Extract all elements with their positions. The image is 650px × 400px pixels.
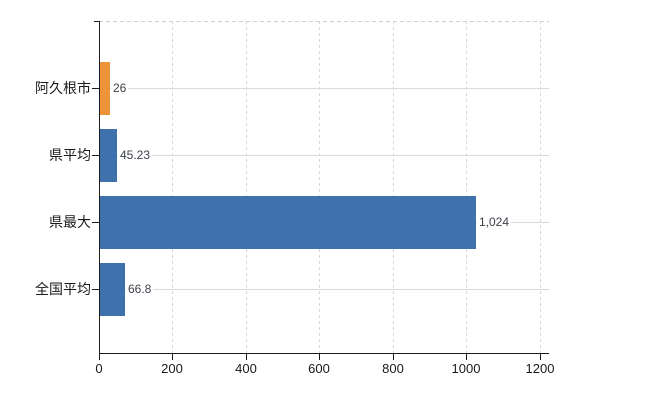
bar [100,128,117,182]
category-label: 県最大 [49,214,91,230]
y-axis [99,21,100,354]
gridline-horizontal [99,155,549,156]
gridline-horizontal [99,88,549,89]
gridline-vertical [466,21,467,353]
x-tick-label: 0 [95,361,103,376]
plot-area: 26 45.23 1,024 66.8 [99,21,549,353]
bar-value-label: 1,024 [477,214,512,230]
gridline-horizontal [99,289,549,290]
category-label: 全国平均 [35,281,91,297]
bar [100,195,476,249]
gridline-vertical [246,21,247,353]
plot-top-border [99,21,549,22]
category-label: 阿久根市 [35,80,91,96]
bar-value-label: 66.8 [126,281,154,297]
x-tick-label: 400 [235,361,257,376]
x-tick-label: 200 [161,361,183,376]
x-axis [99,353,549,354]
x-axis-tick [540,354,541,360]
gridline-vertical [319,21,320,353]
x-axis-tick [466,354,467,360]
x-tick-label: 600 [308,361,330,376]
x-axis-tick [99,354,100,360]
y-axis-tick [92,222,99,223]
y-axis-tick [92,155,99,156]
gridline-vertical [540,21,541,353]
bar-value-label: 26 [111,80,129,96]
y-axis-tick [92,88,99,89]
x-tick-label: 800 [382,361,404,376]
gridline-vertical [172,21,173,353]
x-tick-label: 1200 [525,361,555,376]
x-tick-label: 1000 [451,361,481,376]
bar [100,61,110,115]
y-axis-tick [92,289,99,290]
x-axis-tick [172,354,173,360]
x-axis-tick [393,354,394,360]
x-axis-tick [319,354,320,360]
y-axis-end-tick [94,21,99,22]
x-axis-tick [246,354,247,360]
gridline-vertical [393,21,394,353]
bar [100,262,125,316]
category-label: 県平均 [49,147,91,163]
bar-value-label: 45.23 [118,147,153,163]
